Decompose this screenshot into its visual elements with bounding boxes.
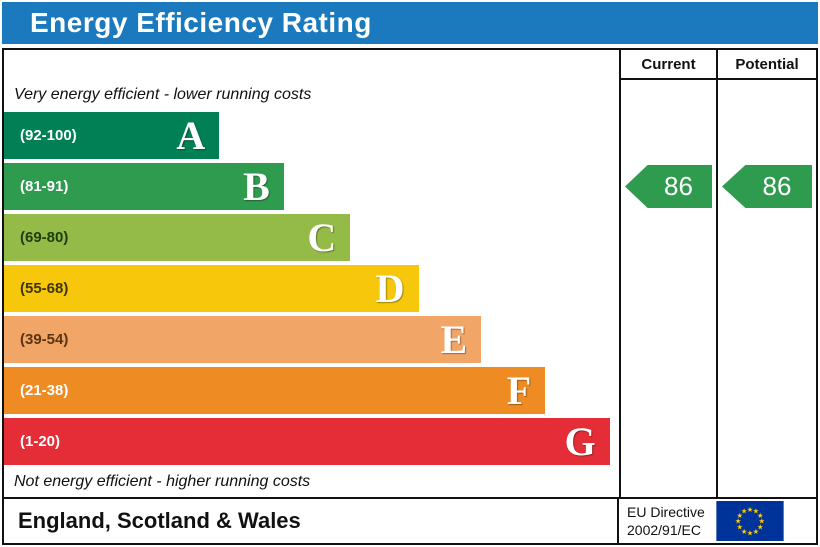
svg-text:★: ★ bbox=[757, 523, 764, 532]
band-grade-d: D bbox=[375, 265, 405, 311]
svg-text:★: ★ bbox=[736, 511, 743, 520]
band-row-b: (81-91) B bbox=[4, 161, 619, 212]
band-range-f: (21-38) bbox=[20, 382, 69, 399]
band-row-d: (55-68) D bbox=[4, 263, 619, 314]
header-spacer bbox=[4, 50, 619, 80]
chart-body: Very energy efficient - lower running co… bbox=[4, 80, 816, 497]
band-row-g: (1-20) G bbox=[4, 416, 619, 467]
current-column: 86 bbox=[619, 80, 716, 497]
band-bar-d: (55-68) D bbox=[4, 265, 419, 312]
potential-rating-arrow: 86 bbox=[722, 165, 812, 208]
band-grade-g: G bbox=[564, 418, 596, 464]
directive-section: EU Directive 2002/91/EC ★ ★ ★ ★ ★ ★ ★ bbox=[617, 499, 816, 543]
eu-directive-label: EU Directive 2002/91/EC bbox=[627, 503, 705, 539]
band-bar-f: (21-38) F bbox=[4, 367, 546, 414]
band-row-f: (21-38) F bbox=[4, 365, 619, 416]
rating-scale: Very energy efficient - lower running co… bbox=[4, 80, 619, 497]
current-rating-arrow: 86 bbox=[625, 165, 712, 208]
band-row-e: (39-54) E bbox=[4, 314, 619, 365]
svg-text:★: ★ bbox=[758, 517, 765, 526]
svg-text:★: ★ bbox=[752, 506, 759, 515]
band-grade-e: E bbox=[440, 316, 468, 362]
band-bar-g: (1-20) G bbox=[4, 418, 610, 465]
band-range-d: (55-68) bbox=[20, 280, 69, 297]
region-label: England, Scotland & Wales bbox=[18, 508, 301, 533]
band-range-a: (92-100) bbox=[20, 127, 77, 144]
svg-text:★: ★ bbox=[736, 523, 743, 532]
bottom-note: Not energy efficient - higher running co… bbox=[14, 473, 311, 490]
band-bar-c: (69-80) C bbox=[4, 214, 351, 261]
column-header-row: Current Potential bbox=[4, 50, 816, 80]
band-grade-f: F bbox=[506, 367, 532, 413]
current-column-header: Current bbox=[619, 50, 716, 80]
band-bar-a: (92-100) A bbox=[4, 112, 220, 159]
potential-rating-value: 86 bbox=[762, 171, 792, 201]
svg-text:★: ★ bbox=[747, 505, 754, 514]
band-row-a: (92-100) A bbox=[4, 110, 619, 161]
band-range-g: (1-20) bbox=[20, 433, 61, 450]
svg-text:★: ★ bbox=[735, 517, 742, 526]
band-grade-b: B bbox=[243, 163, 270, 209]
eu-flag-icon: ★ ★ ★ ★ ★ ★ ★ ★ ★ ★ ★ ★ bbox=[713, 501, 787, 541]
svg-text:★: ★ bbox=[741, 506, 748, 515]
band-range-c: (69-80) bbox=[20, 229, 69, 246]
band-row-c: (69-80) C bbox=[4, 212, 619, 263]
svg-text:★: ★ bbox=[752, 527, 759, 536]
band-bar-b: (81-91) B bbox=[4, 163, 284, 210]
page-title: Energy Efficiency Rating bbox=[2, 2, 818, 44]
svg-text:★: ★ bbox=[757, 511, 764, 520]
band-range-e: (39-54) bbox=[20, 331, 69, 348]
band-grade-c: C bbox=[307, 214, 337, 260]
potential-column-header: Potential bbox=[716, 50, 816, 80]
eu-directive-line1: EU Directive bbox=[627, 503, 705, 520]
eu-directive-line2: 2002/91/EC bbox=[627, 522, 701, 538]
current-rating-value: 86 bbox=[664, 171, 693, 201]
svg-text:★: ★ bbox=[741, 527, 748, 536]
top-note: Very energy efficient - lower running co… bbox=[14, 86, 312, 103]
potential-column: 86 bbox=[716, 80, 816, 497]
chart-footer: England, Scotland & Wales EU Directive 2… bbox=[4, 497, 816, 543]
svg-text:★: ★ bbox=[747, 529, 754, 538]
rating-chart-frame: Current Potential Very energy efficient … bbox=[2, 48, 818, 545]
band-grade-a: A bbox=[176, 112, 206, 158]
band-range-b: (81-91) bbox=[20, 178, 69, 195]
band-bar-e: (39-54) E bbox=[4, 316, 482, 363]
